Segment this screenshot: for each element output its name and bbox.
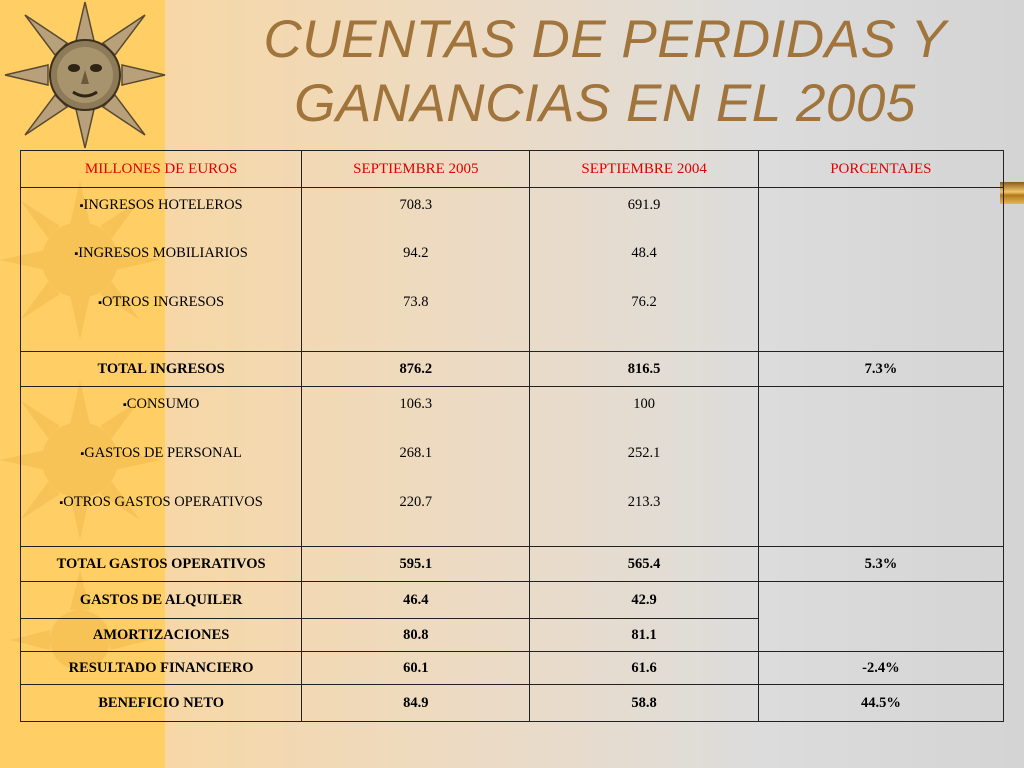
- value-cell: 106.3: [399, 396, 433, 412]
- row-label: AMORTIZACIONES: [19, 618, 303, 652]
- pct-cell: 44.5%: [757, 684, 1005, 722]
- value-cell: 708.3: [399, 197, 433, 213]
- ingresos-rows: INGRESOS HOTELEROS INGRESOS MOBILIARIOS …: [19, 187, 1005, 352]
- value-cell: 252.1: [627, 445, 661, 461]
- value-cell: 61.6: [529, 651, 759, 685]
- financiero-row: RESULTADO FINANCIERO 60.1 61.6 -2.4%: [19, 651, 1005, 685]
- value-cell: 94.2: [403, 245, 429, 261]
- amortizaciones-row: AMORTIZACIONES 80.8 81.1: [19, 618, 1004, 652]
- total-gastos-row: TOTAL GASTOS OPERATIVOS 595.1 565.4 5.3%: [19, 546, 1005, 582]
- value-cell: 565.4: [529, 546, 759, 582]
- row-label: OTROS GASTOS OPERATIVOS: [21, 485, 301, 534]
- value-cell: 81.1: [529, 618, 759, 652]
- page-title: CUENTAS DE PERDIDAS Y GANANCIAS EN EL 20…: [190, 8, 1020, 136]
- value-cell: 58.8: [529, 684, 759, 722]
- value-cell: 48.4: [631, 245, 657, 261]
- row-label: TOTAL GASTOS OPERATIVOS: [19, 546, 303, 582]
- row-label: INGRESOS MOBILIARIOS: [21, 237, 301, 286]
- header-millones: MILLONES DE EUROS: [19, 150, 303, 188]
- value-cell: 691.9: [627, 197, 661, 213]
- value-cell: 42.9: [529, 581, 759, 619]
- value-cell: 73.8: [403, 294, 429, 310]
- header-sept-2005: SEPTIEMBRE 2005: [301, 150, 531, 188]
- total-ingresos-row: TOTAL INGRESOS 876.2 816.5 7.3%: [19, 351, 1005, 387]
- value-cell: 268.1: [399, 445, 433, 461]
- gastos-2005: 106.3 268.1 220.7: [301, 386, 531, 547]
- value-cell: 80.8: [301, 618, 531, 652]
- value-cell: 816.5: [529, 351, 759, 387]
- pct-cell: -2.4%: [757, 651, 1005, 685]
- header-porcentajes: PORCENTAJES: [757, 150, 1005, 188]
- row-label: GASTOS DE PERSONAL: [21, 436, 301, 485]
- row-label: GASTOS DE ALQUILER: [19, 581, 303, 619]
- table-header-row: MILLONES DE EUROS SEPTIEMBRE 2005 SEPTIE…: [19, 150, 1005, 188]
- row-label: BENEFICIO NETO: [19, 684, 303, 722]
- value-cell: 100: [633, 396, 655, 412]
- gastos-labels: CONSUMO GASTOS DE PERSONAL OTROS GASTOS …: [19, 386, 303, 547]
- value-cell: 60.1: [301, 651, 531, 685]
- beneficio-row: BENEFICIO NETO 84.9 58.8 44.5%: [19, 684, 1005, 722]
- sun-face-logo-icon: [4, 1, 166, 149]
- value-cell: 46.4: [301, 581, 531, 619]
- ingresos-2004: 691.9 48.4 76.2: [529, 187, 759, 352]
- value-cell: 876.2: [301, 351, 531, 387]
- value-cell: 595.1: [301, 546, 531, 582]
- title-line-2: GANANCIAS EN EL 2005: [294, 74, 916, 133]
- value-cell: 213.3: [627, 494, 661, 510]
- pct-cell: 5.3%: [757, 546, 1005, 582]
- value-cell: 220.7: [399, 494, 433, 510]
- gastos-pct-empty: [757, 386, 1005, 547]
- ingresos-pct-empty: [757, 187, 1005, 352]
- value-cell: 84.9: [301, 684, 531, 722]
- alquiler-row: GASTOS DE ALQUILER 46.4 42.9: [19, 581, 1005, 652]
- row-label: INGRESOS HOTELEROS: [21, 188, 301, 237]
- gold-accent-bar: [1000, 182, 1024, 204]
- header-sept-2004: SEPTIEMBRE 2004: [529, 150, 759, 188]
- ingresos-labels: INGRESOS HOTELEROS INGRESOS MOBILIARIOS …: [19, 187, 303, 352]
- pct-cell: 7.3%: [757, 351, 1005, 387]
- gastos-2004: 100 252.1 213.3: [529, 386, 759, 547]
- row-label: RESULTADO FINANCIERO: [19, 651, 303, 685]
- row-label: OTROS INGRESOS: [21, 286, 301, 335]
- value-cell: 76.2: [631, 294, 657, 310]
- gastos-rows: CONSUMO GASTOS DE PERSONAL OTROS GASTOS …: [19, 386, 1005, 547]
- income-statement-table: MILLONES DE EUROS SEPTIEMBRE 2005 SEPTIE…: [19, 150, 1005, 722]
- row-label: CONSUMO: [21, 387, 301, 436]
- alquiler-pct-empty: [757, 581, 1005, 652]
- row-label: TOTAL INGRESOS: [19, 351, 303, 387]
- title-line-1: CUENTAS DE PERDIDAS Y: [263, 10, 947, 69]
- ingresos-2005: 708.3 94.2 73.8: [301, 187, 531, 352]
